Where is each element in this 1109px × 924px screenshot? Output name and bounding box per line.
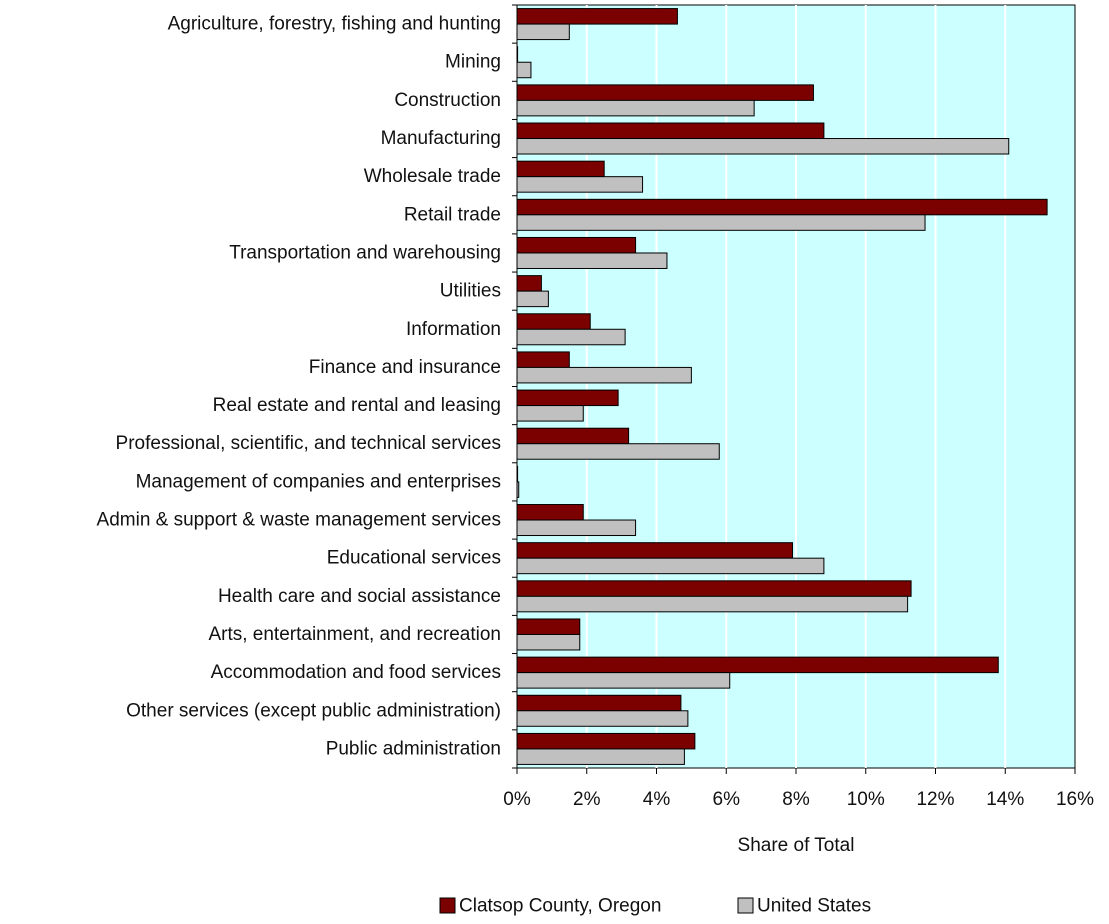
category-label: Construction — [394, 90, 501, 111]
bar-clatsop-county — [516, 656, 999, 674]
category-label: Transportation and warehousing — [229, 242, 501, 263]
category-label: Mining — [445, 52, 501, 73]
legend-swatch — [737, 897, 754, 914]
bar-united-states — [516, 252, 668, 269]
category-label: Management of companies and enterprises — [136, 471, 501, 492]
x-tick-label: 0% — [503, 789, 531, 810]
category-label: Public administration — [326, 738, 501, 759]
x-tick-label: 6% — [713, 789, 741, 810]
category-label: Wholesale trade — [364, 166, 501, 187]
category-labels: Agriculture, forestry, fishing and hunti… — [97, 14, 501, 760]
legend-label: Clatsop County, Oregon — [459, 896, 661, 917]
category-label: Admin & support & waste management servi… — [97, 510, 501, 531]
x-tick-label: 12% — [916, 789, 954, 810]
bar-united-states — [516, 557, 825, 575]
category-label: Educational services — [327, 548, 501, 569]
bars — [516, 8, 1048, 765]
category-label: Professional, scientific, and technical … — [116, 433, 501, 454]
bar-united-states — [516, 633, 581, 651]
legend: Clatsop County, Oregon United States — [439, 896, 871, 917]
category-label: Agriculture, forestry, fishing and hunti… — [168, 14, 501, 35]
bar-united-states — [516, 328, 626, 346]
bar-united-states — [516, 748, 685, 765]
bar-united-states — [516, 61, 532, 79]
category-label: Finance and insurance — [309, 357, 501, 378]
bar-united-states — [516, 710, 689, 727]
bar-united-states — [516, 23, 570, 41]
bar-clatsop-county — [516, 732, 696, 750]
category-label: Retail trade — [404, 204, 501, 225]
bar-united-states — [516, 481, 520, 498]
bar-united-states — [516, 290, 549, 308]
category-label: Utilities — [440, 281, 501, 302]
bar-united-states — [516, 214, 926, 231]
bar-clatsop-county — [516, 46, 519, 63]
bar-clatsop-county — [516, 8, 678, 25]
bar-clatsop-county — [516, 351, 570, 368]
x-tick-label: 2% — [573, 789, 601, 810]
bar-clatsop-county — [516, 465, 519, 483]
x-tick-label: 14% — [986, 789, 1024, 810]
x-tick-label: 16% — [1056, 789, 1094, 810]
bar-clatsop-county — [516, 160, 605, 178]
bar-united-states — [516, 366, 692, 384]
bar-clatsop-county — [516, 275, 542, 292]
bar-clatsop-county — [516, 313, 591, 330]
category-label: Other services (except public administra… — [126, 700, 501, 721]
legend-item-united-states: United States — [737, 896, 871, 917]
bar-clatsop-county — [516, 427, 630, 445]
bar-clatsop-county — [516, 542, 794, 559]
x-tick-label: 8% — [782, 789, 810, 810]
bar-united-states — [516, 443, 720, 460]
bar-united-states — [516, 595, 909, 613]
bar-united-states — [516, 405, 584, 422]
bar-united-states — [516, 672, 731, 689]
bar-united-states — [516, 99, 755, 117]
bar-clatsop-county — [516, 618, 581, 635]
bar-united-states — [516, 138, 1010, 155]
bar-united-states — [516, 176, 644, 193]
legend-item-clatsop-county: Clatsop County, Oregon — [439, 896, 661, 917]
x-tick-label: 4% — [643, 789, 671, 810]
x-axis-title: Share of Total — [738, 835, 855, 856]
x-axis: 0% 2% 4% 6% 8% 10% 12% 14% 16% — [503, 4, 1094, 810]
bar-clatsop-county — [516, 504, 584, 521]
legend-swatch — [439, 897, 456, 914]
legend-label: United States — [757, 896, 871, 917]
bar-clatsop-county — [516, 236, 637, 254]
category-label: Manufacturing — [381, 128, 501, 149]
category-label: Health care and social assistance — [218, 586, 501, 607]
bar-united-states — [516, 519, 637, 537]
bar-clatsop-county — [516, 84, 814, 101]
bar-clatsop-county — [516, 198, 1048, 216]
category-label: Accommodation and food services — [211, 662, 501, 683]
category-label: Real estate and rental and leasing — [213, 395, 501, 416]
bar-clatsop-county — [516, 389, 619, 407]
x-tick-label: 10% — [847, 789, 885, 810]
bar-clatsop-county — [516, 122, 825, 140]
category-label: Information — [406, 319, 501, 340]
bar-clatsop-county — [516, 694, 682, 712]
bar-clatsop-county — [516, 580, 912, 597]
category-label: Arts, entertainment, and recreation — [208, 624, 501, 645]
